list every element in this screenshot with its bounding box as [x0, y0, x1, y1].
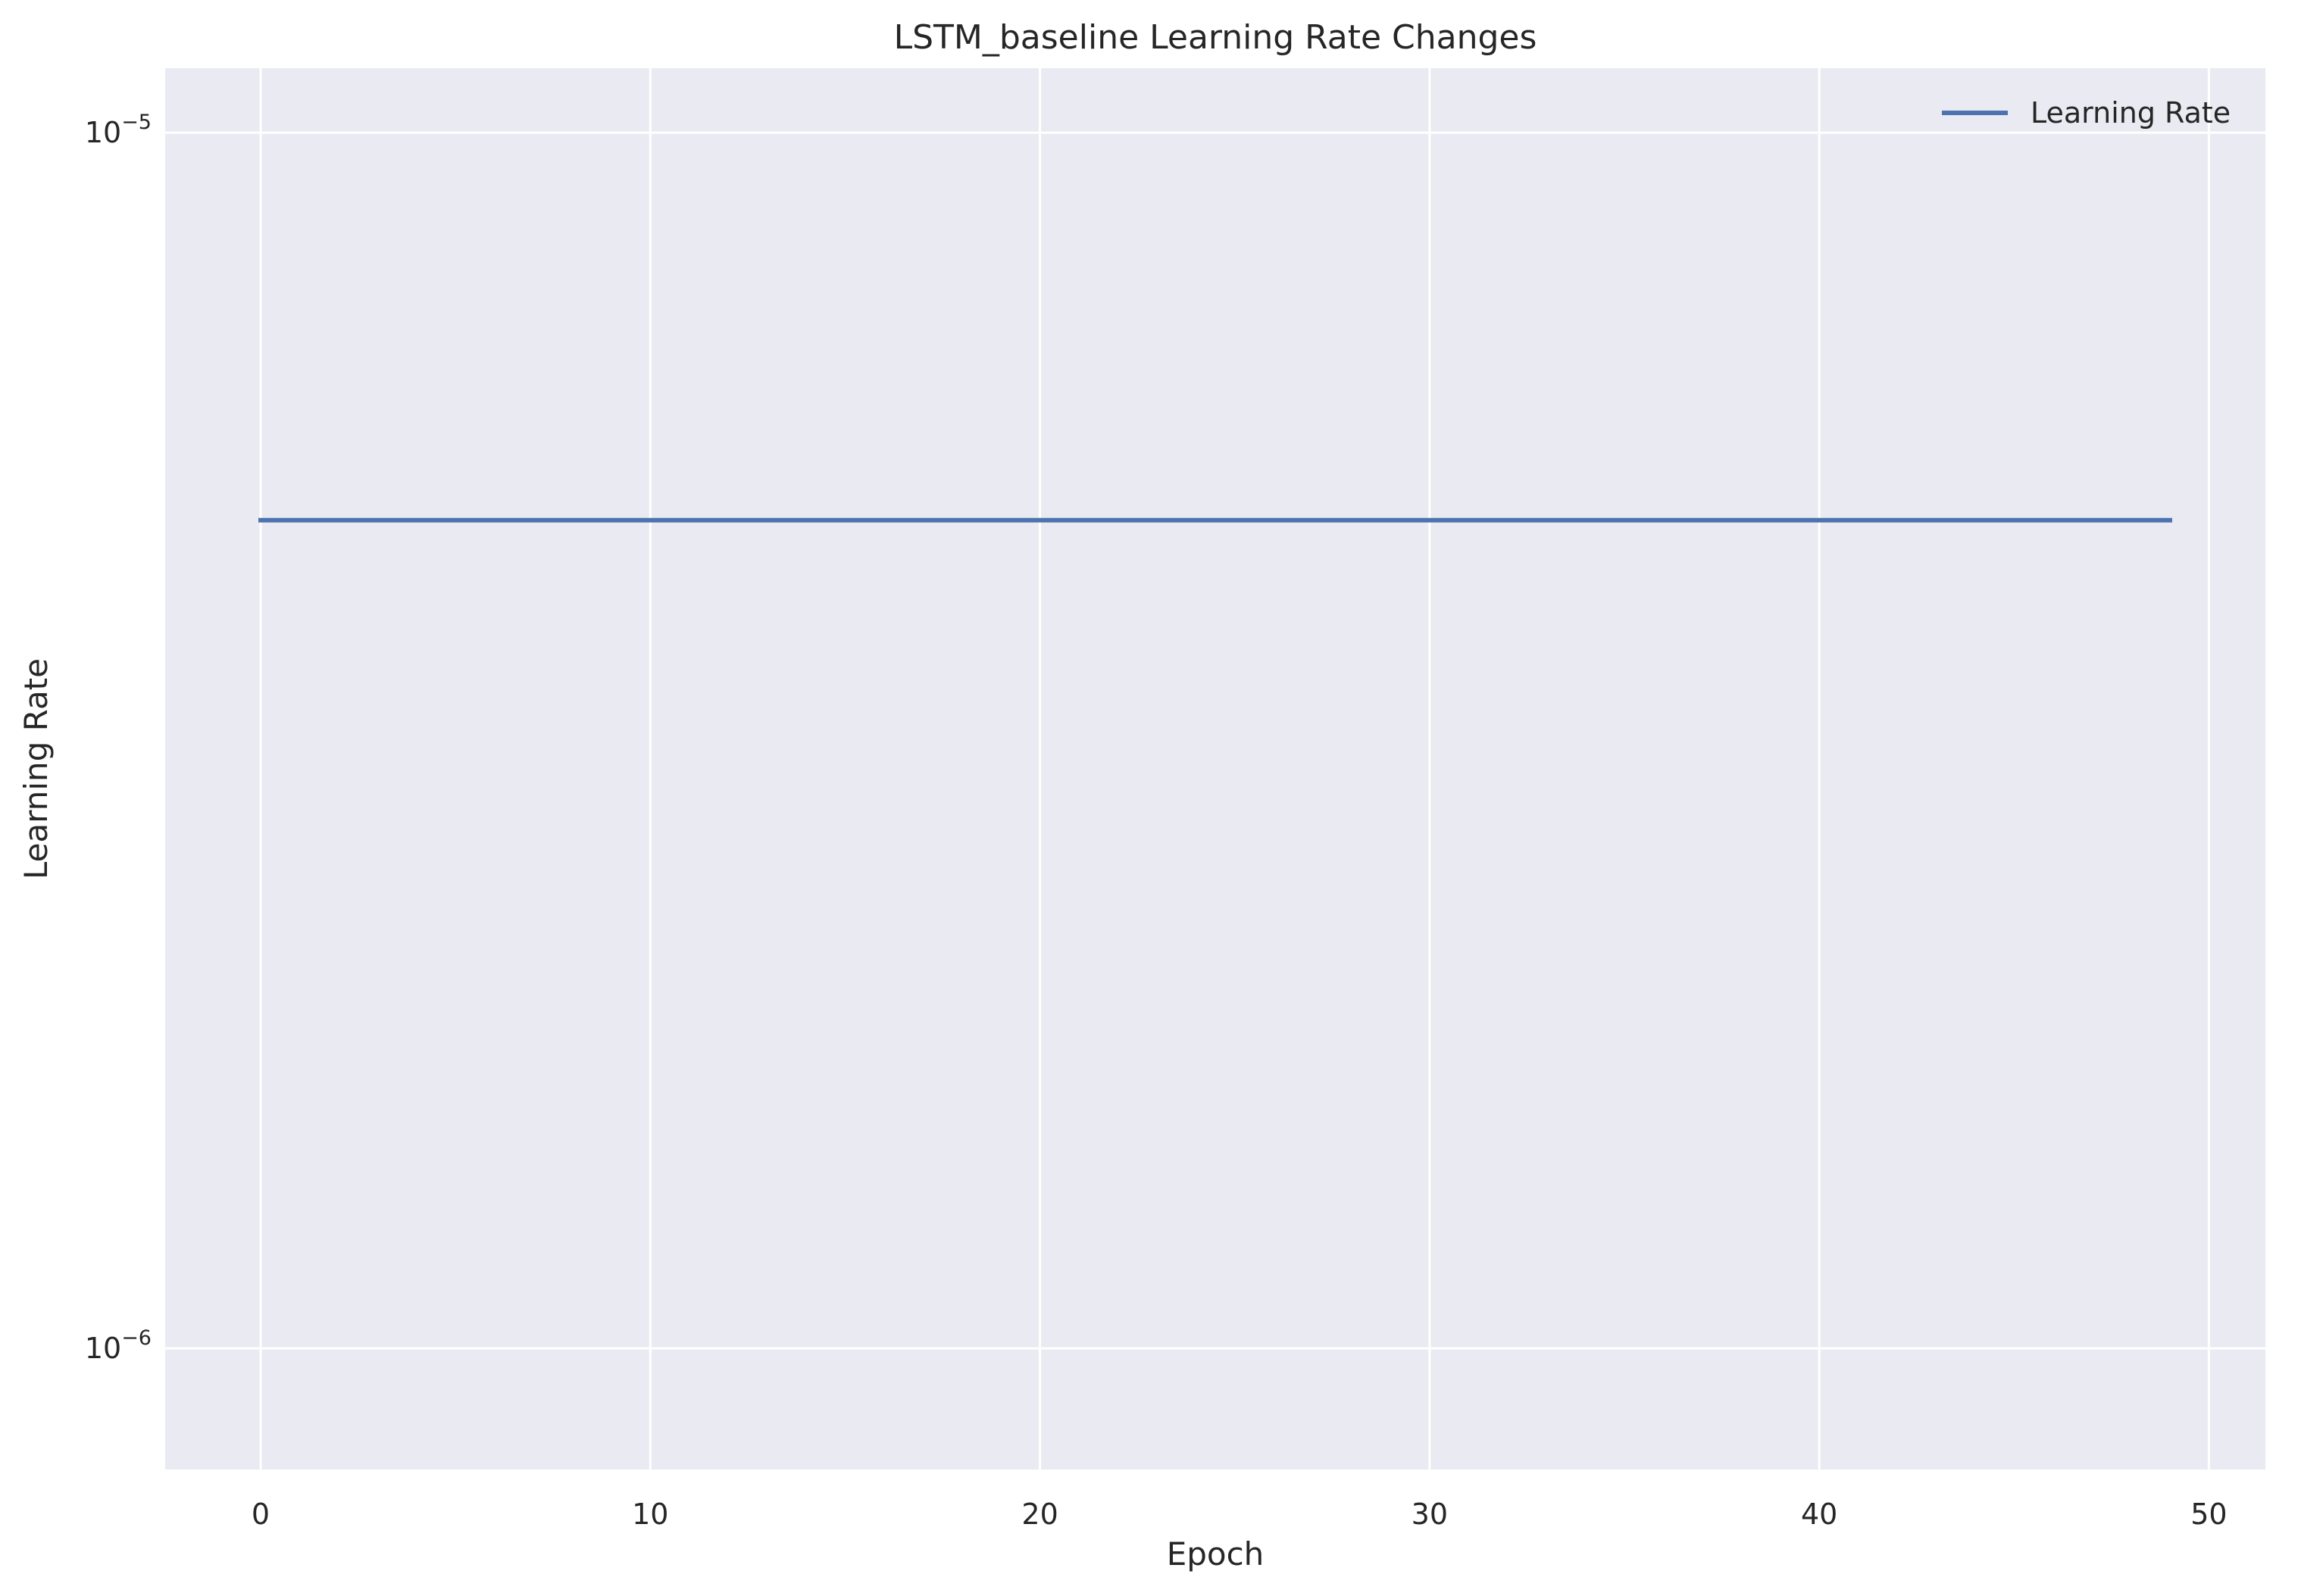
x-axis-label: Epoch: [1167, 1535, 1265, 1573]
chart-title: LSTM_baseline Learning Rate Changes: [894, 18, 1537, 57]
x-axis-ticks: 0 10 20 30 40 50: [252, 1498, 2228, 1531]
x-tick-label: 10: [632, 1498, 668, 1531]
legend: Learning Rate: [1942, 96, 2231, 130]
x-tick-label: 30: [1412, 1498, 1448, 1531]
x-tick-label: 20: [1021, 1498, 1058, 1531]
legend-label-learning-rate: Learning Rate: [2031, 96, 2231, 130]
grid-lines: [165, 68, 2265, 1470]
x-tick-label: 40: [1801, 1498, 1837, 1531]
y-axis-label: Learning Rate: [17, 658, 55, 879]
y-tick-label: 10−5: [85, 111, 152, 149]
y-axis-ticks: 10−6 10−5: [85, 111, 152, 1365]
plot-area: [165, 68, 2265, 1470]
x-tick-label: 50: [2190, 1498, 2227, 1531]
y-tick-label: 10−6: [85, 1326, 152, 1365]
x-tick-label: 0: [252, 1498, 270, 1531]
